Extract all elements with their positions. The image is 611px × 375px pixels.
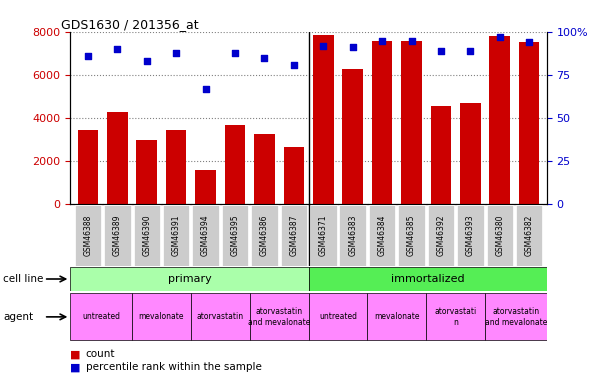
Text: immortalized: immortalized — [391, 274, 464, 284]
FancyBboxPatch shape — [163, 205, 189, 266]
Bar — [136, 140, 157, 204]
Bar — [78, 130, 98, 204]
FancyBboxPatch shape — [309, 267, 547, 291]
Point — [260, 55, 269, 61]
Bar — [313, 35, 334, 204]
FancyBboxPatch shape — [132, 294, 191, 340]
Text: GSM46393: GSM46393 — [466, 214, 475, 256]
Bar — [431, 106, 452, 204]
Point — [466, 48, 475, 54]
Bar — [489, 36, 510, 204]
Text: GSM46371: GSM46371 — [319, 214, 327, 256]
Text: percentile rank within the sample: percentile rank within the sample — [86, 363, 262, 372]
Text: GSM46386: GSM46386 — [260, 214, 269, 256]
Point — [230, 50, 240, 55]
Text: atorvastatin: atorvastatin — [197, 312, 244, 321]
Point — [407, 38, 417, 44]
FancyBboxPatch shape — [222, 205, 248, 266]
FancyBboxPatch shape — [191, 294, 250, 340]
Text: mevalonate: mevalonate — [139, 312, 184, 321]
Bar — [196, 170, 216, 204]
Text: ■: ■ — [70, 350, 81, 359]
Text: GSM46385: GSM46385 — [407, 214, 416, 256]
FancyBboxPatch shape — [134, 205, 160, 266]
Text: cell line: cell line — [3, 274, 43, 284]
Text: atorvastatin
and mevalonate: atorvastatin and mevalonate — [248, 307, 310, 327]
FancyBboxPatch shape — [398, 205, 425, 266]
Point — [377, 38, 387, 44]
Text: atorvastatin
and mevalonate: atorvastatin and mevalonate — [485, 307, 547, 327]
Bar — [342, 69, 363, 204]
Point — [436, 48, 446, 54]
Text: count: count — [86, 350, 115, 359]
Text: GSM46383: GSM46383 — [348, 214, 357, 256]
FancyBboxPatch shape — [310, 205, 337, 266]
Text: agent: agent — [3, 312, 33, 322]
Point — [200, 86, 210, 92]
Text: untreated: untreated — [319, 312, 357, 321]
Text: GSM46394: GSM46394 — [201, 214, 210, 256]
Bar — [107, 112, 128, 204]
FancyBboxPatch shape — [251, 205, 277, 266]
Text: primary: primary — [167, 274, 211, 284]
Text: GSM46388: GSM46388 — [84, 214, 92, 256]
Point — [171, 50, 181, 55]
Point — [524, 39, 534, 45]
FancyBboxPatch shape — [369, 205, 395, 266]
Text: GSM46384: GSM46384 — [378, 214, 387, 256]
FancyBboxPatch shape — [457, 205, 483, 266]
FancyBboxPatch shape — [428, 205, 454, 266]
FancyBboxPatch shape — [192, 205, 219, 266]
FancyBboxPatch shape — [309, 294, 367, 340]
Text: GSM46392: GSM46392 — [436, 214, 445, 256]
Text: GSM46380: GSM46380 — [496, 214, 504, 256]
FancyBboxPatch shape — [367, 294, 426, 340]
FancyBboxPatch shape — [485, 294, 547, 340]
FancyBboxPatch shape — [486, 205, 513, 266]
Text: GDS1630 / 201356_at: GDS1630 / 201356_at — [60, 18, 199, 31]
FancyBboxPatch shape — [75, 205, 101, 266]
Text: mevalonate: mevalonate — [374, 312, 420, 321]
Point — [289, 62, 299, 68]
Bar — [254, 134, 275, 204]
Text: GSM46391: GSM46391 — [172, 214, 181, 256]
FancyBboxPatch shape — [250, 294, 309, 340]
Text: GSM46390: GSM46390 — [142, 214, 152, 256]
FancyBboxPatch shape — [340, 205, 366, 266]
Point — [495, 34, 505, 40]
FancyBboxPatch shape — [280, 205, 307, 266]
Bar — [166, 130, 186, 204]
Bar — [460, 103, 481, 204]
Bar — [225, 124, 245, 204]
Point — [112, 46, 122, 52]
Text: ■: ■ — [70, 363, 81, 372]
FancyBboxPatch shape — [516, 205, 543, 266]
Bar — [284, 147, 304, 204]
Point — [142, 58, 152, 64]
FancyBboxPatch shape — [70, 294, 132, 340]
Bar — [401, 40, 422, 204]
Point — [348, 44, 357, 50]
Text: GSM46389: GSM46389 — [113, 214, 122, 256]
Text: atorvastati
n: atorvastati n — [434, 307, 477, 327]
Text: GSM46395: GSM46395 — [230, 214, 240, 256]
Bar — [519, 42, 540, 204]
Bar — [372, 40, 392, 204]
FancyBboxPatch shape — [426, 294, 485, 340]
Text: GSM46382: GSM46382 — [525, 214, 533, 256]
FancyBboxPatch shape — [70, 267, 309, 291]
FancyBboxPatch shape — [104, 205, 131, 266]
Point — [318, 43, 328, 49]
Text: GSM46387: GSM46387 — [290, 214, 298, 256]
Text: untreated: untreated — [82, 312, 120, 321]
Point — [83, 53, 93, 59]
